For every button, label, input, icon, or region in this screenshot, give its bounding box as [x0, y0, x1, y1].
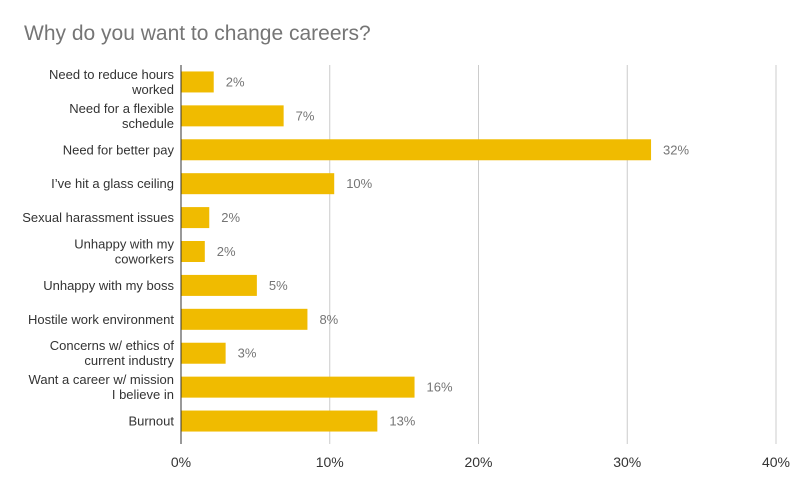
data-label-4: 2% [221, 210, 240, 225]
chart-title: Why do you want to change careers? [24, 22, 371, 45]
x-tick-label-0: 0% [171, 454, 191, 470]
x-tick-label-1: 10% [316, 454, 344, 470]
category-label-10: Burnout [128, 414, 174, 429]
category-label-0: Need to reduce hours worked [49, 67, 175, 97]
data-label-2: 32% [663, 142, 689, 157]
bar-1 [181, 105, 284, 127]
data-label-6: 5% [269, 278, 288, 293]
category-label-3: I’ve hit a glass ceiling [51, 176, 174, 191]
category-label-1: Need for a flexible schedule [69, 101, 174, 131]
data-label-5: 2% [217, 244, 236, 259]
category-label-5: Unhappy with my coworkers [74, 237, 174, 267]
category-label-8: Concerns w/ ethics of current industry [50, 338, 175, 368]
data-label-7: 8% [319, 312, 338, 327]
bar-7 [181, 308, 308, 330]
bar-8 [181, 342, 226, 364]
data-label-8: 3% [238, 346, 257, 361]
x-tick-label-2: 20% [464, 454, 492, 470]
data-label-9: 16% [427, 380, 453, 395]
category-label-4: Sexual harassment issues [22, 210, 174, 225]
category-label-2: Need for better pay [63, 142, 175, 157]
category-label-7: Hostile work environment [28, 312, 174, 327]
bar-9 [181, 376, 415, 398]
bar-3 [181, 173, 335, 195]
data-label-0: 2% [226, 74, 245, 89]
bar-10 [181, 410, 378, 432]
bar-5 [181, 241, 205, 262]
bar-4 [181, 207, 210, 229]
data-label-1: 7% [296, 108, 315, 123]
bar-2 [181, 139, 652, 161]
bar-6 [181, 274, 257, 296]
bar-0 [181, 71, 214, 93]
category-label-9: Want a career w/ mission I believe in [29, 372, 174, 402]
data-label-3: 10% [346, 176, 372, 191]
x-tick-label-4: 40% [762, 454, 790, 470]
x-tick-label-3: 30% [613, 454, 641, 470]
data-label-10: 13% [389, 414, 415, 429]
category-label-6: Unhappy with my boss [43, 278, 174, 293]
